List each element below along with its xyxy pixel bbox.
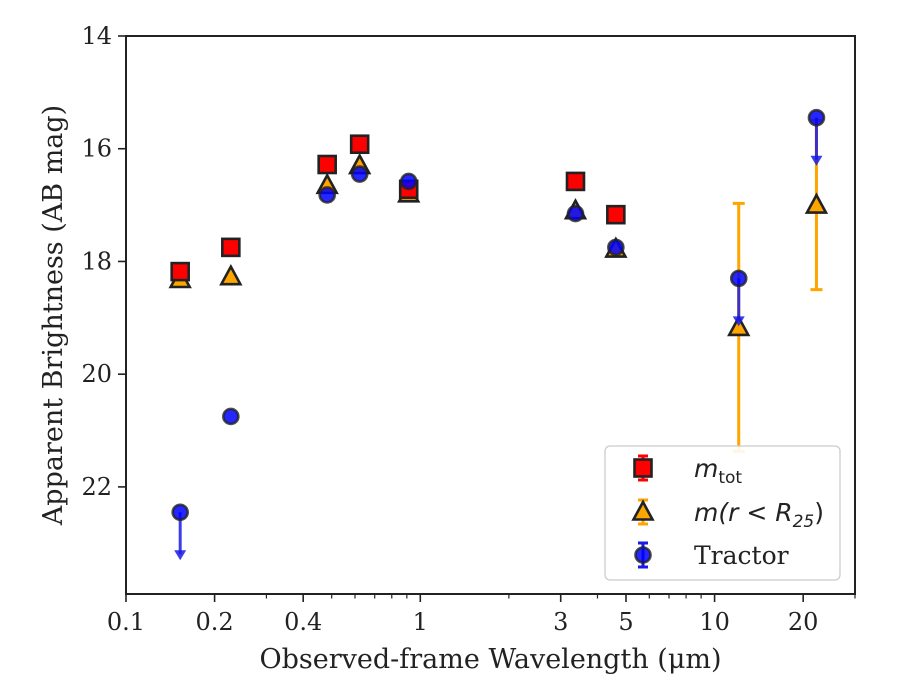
data-point-m-tot [606,204,626,225]
x-tick-label: 0.4 [284,608,322,636]
data-point-tractor [729,269,748,288]
x-tick-label: 5 [618,608,633,636]
legend-marker [631,499,655,521]
data-point-tractor [171,503,189,522]
data-point-m-r25 [219,263,243,286]
data-point-tractor [807,108,826,127]
upper-limit-arrow-head [810,155,823,166]
data-point-tractor [607,238,625,257]
legend-label: Tractor [694,541,789,570]
y-tick-label: 18 [81,247,112,275]
plot-frame [125,35,856,595]
x-tick-label: 3 [553,608,568,636]
x-axis-title: Observed-frame Wavelength (μm) [259,644,721,675]
chart-marks [168,108,829,561]
data-point-tractor [399,172,418,191]
data-point-m-tot [221,237,241,258]
series-tractor [171,108,826,561]
x-tick-label: 0.1 [107,608,145,636]
chart-axes: 0.1 0.2 0.4 1 3 5 10 20 14 16 18 20 22 [81,22,856,636]
data-point-tractor [350,165,369,183]
data-point-m-tot [317,154,337,175]
legend-label-tail: ) [814,498,824,527]
x-tick-label: 10 [699,608,730,636]
x-tick-label: 20 [788,608,819,636]
series-m-tot [170,134,626,282]
data-point-m-tot [349,134,370,155]
x-tick-label: 1 [413,608,428,636]
y-tick-label: 20 [81,360,112,388]
y-tick-label: 22 [81,473,112,501]
legend-marker [633,458,653,478]
series-m-r-lt-r25 [168,119,829,453]
legend-box [604,445,841,581]
legend-label-subscript: tot [718,468,742,488]
data-point-m-tot [565,171,586,192]
x-tick-label: 0.2 [196,608,234,636]
upper-limit-arrow-head [174,550,187,561]
legend-marker [634,546,652,564]
legend: mtot m(r < R25) Tractor [604,445,841,581]
legend-label: mtot [694,454,742,488]
data-point-tractor [222,407,240,426]
legend-label-subscript: 25 [793,512,815,532]
legend-label: m(r < R25) [694,498,824,532]
data-point-m-r25 [804,192,829,214]
legend-label-main: m [694,454,718,483]
legend-label-main: m(r < R [694,498,793,527]
data-point-m-tot [170,261,190,282]
data-point-tractor [566,204,585,223]
y-axis-title: Apparent Brightness (AB mag) [38,105,69,526]
upper-limit-arrow-head [732,316,745,327]
y-tick-label: 16 [81,135,112,163]
y-tick-label: 14 [81,22,112,50]
data-point-tractor [318,186,336,204]
